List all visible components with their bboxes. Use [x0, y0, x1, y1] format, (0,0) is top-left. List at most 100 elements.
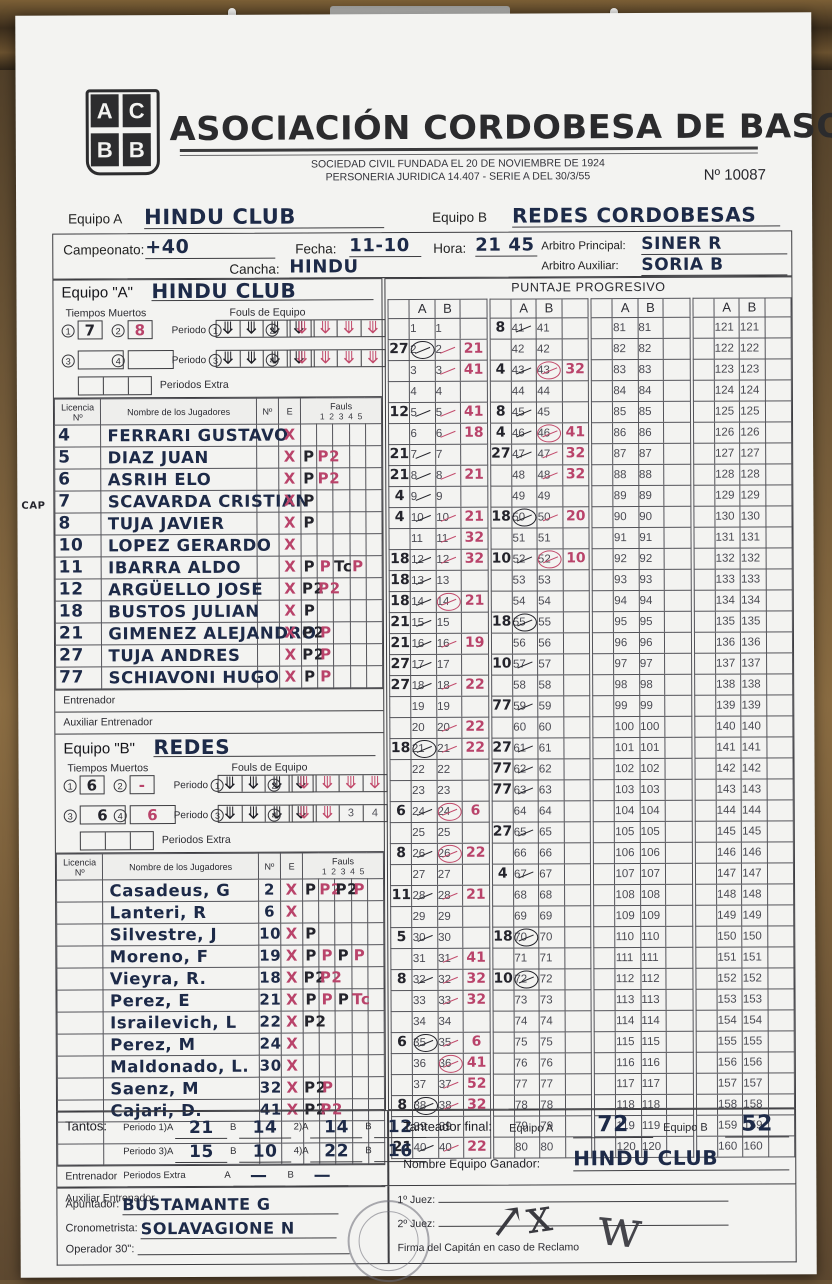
player-foul-b-2-5[interactable]: [367, 923, 383, 945]
score-mark-a-37[interactable]: [392, 1075, 414, 1095]
score-number-b-98[interactable]: 98: [640, 675, 665, 695]
score-number-a-22[interactable]: 22: [412, 760, 437, 780]
player-licencia-b-0[interactable]: [57, 880, 104, 902]
score-mark-b-27[interactable]: [463, 865, 488, 885]
score-number-b-65[interactable]: 65: [539, 822, 564, 842]
score-mark-b-101[interactable]: [666, 738, 691, 758]
player-foul-b-7-2[interactable]: [320, 1033, 336, 1055]
player-foul-b-1-2[interactable]: [319, 901, 335, 923]
score-mark-b-69[interactable]: [565, 906, 590, 926]
score-number-a-97[interactable]: 97: [614, 654, 639, 674]
score-mark-b-130[interactable]: [766, 506, 791, 526]
arbitro-auxiliar-value[interactable]: SORIA B: [641, 254, 787, 276]
player-foul-a-6-4[interactable]: P: [350, 556, 366, 578]
score-mark-a-23[interactable]: [391, 781, 413, 801]
score-number-b-151[interactable]: 151: [743, 947, 768, 967]
periodo3-b-value[interactable]: 10: [239, 1142, 291, 1163]
score-mark-b-135[interactable]: [766, 611, 791, 631]
score-number-b-157[interactable]: 157: [743, 1073, 768, 1093]
player-entry-a-7[interactable]: X: [279, 578, 301, 600]
player-foul-b-3-1[interactable]: P: [303, 945, 319, 967]
score-mark-a-148[interactable]: [696, 885, 718, 905]
player-foul-b-8-3[interactable]: [336, 1055, 352, 1077]
score-number-a-46[interactable]: 46: [512, 423, 537, 443]
score-mark-a-16[interactable]: 21: [390, 634, 412, 654]
score-number-a-20[interactable]: 20: [412, 718, 437, 738]
score-number-a-91[interactable]: 91: [614, 528, 639, 548]
player-foul-b-3-4[interactable]: P: [351, 945, 367, 967]
score-mark-b-142[interactable]: [767, 758, 792, 778]
score-mark-a-113[interactable]: [595, 990, 617, 1010]
player-foul-b-4-5[interactable]: [368, 967, 384, 989]
score-mark-a-32[interactable]: 8: [391, 970, 413, 990]
arbitro-principal-value[interactable]: SINER R: [641, 233, 787, 255]
score-number-b-25[interactable]: 25: [438, 823, 463, 843]
player-foul-a-0-3[interactable]: [333, 424, 349, 446]
score-number-a-63[interactable]: 63: [514, 780, 539, 800]
score-mark-b-23[interactable]: [463, 781, 488, 801]
score-number-b-143[interactable]: 143: [742, 779, 767, 799]
score-number-a-3[interactable]: 3: [410, 361, 435, 381]
extra-b-value[interactable]: —: [296, 1165, 348, 1186]
score-mark-b-32[interactable]: 32: [464, 970, 489, 990]
campeonato-value[interactable]: +40: [145, 236, 275, 260]
player-entry-a-8[interactable]: X: [279, 600, 301, 622]
score-number-a-6[interactable]: 6: [410, 424, 435, 444]
score-mark-b-42[interactable]: [562, 339, 587, 359]
score-number-b-136[interactable]: 136: [741, 632, 766, 652]
winner-value[interactable]: HINDU CLUB: [573, 1145, 789, 1171]
player-foul-b-8-2[interactable]: [320, 1055, 336, 1077]
player-foul-a-3-3[interactable]: [333, 490, 349, 512]
score-number-b-5[interactable]: 5: [436, 403, 461, 423]
score-mark-a-91[interactable]: [592, 528, 614, 548]
score-number-b-58[interactable]: 58: [538, 675, 563, 695]
score-mark-a-7[interactable]: 21: [389, 445, 411, 465]
score-mark-a-130[interactable]: [694, 507, 716, 527]
score-mark-b-105[interactable]: [666, 822, 691, 842]
player-foul-a-5-2[interactable]: [317, 534, 333, 556]
score-number-a-127[interactable]: 127: [715, 444, 740, 464]
score-mark-a-142[interactable]: [695, 759, 717, 779]
score-number-a-52[interactable]: 52: [513, 549, 538, 569]
score-mark-a-105[interactable]: [594, 822, 616, 842]
score-number-a-62[interactable]: 62: [513, 759, 538, 779]
score-number-a-104[interactable]: 104: [615, 801, 640, 821]
score-number-a-10[interactable]: 10: [411, 508, 436, 528]
score-number-a-143[interactable]: 143: [717, 780, 742, 800]
score-mark-a-46[interactable]: 4: [491, 424, 513, 444]
score-number-a-107[interactable]: 107: [615, 864, 640, 884]
score-number-a-111[interactable]: 111: [616, 948, 641, 968]
score-number-a-141[interactable]: 141: [716, 738, 741, 758]
score-number-b-87[interactable]: 87: [639, 444, 664, 464]
score-mark-a-24[interactable]: 6: [391, 802, 413, 822]
player-foul-b-8-5[interactable]: [368, 1055, 384, 1077]
score-mark-b-85[interactable]: [664, 402, 689, 422]
score-number-b-88[interactable]: 88: [639, 465, 664, 485]
score-mark-a-41[interactable]: 8: [490, 319, 512, 339]
extra-a-value[interactable]: —: [233, 1166, 285, 1187]
score-mark-a-85[interactable]: [592, 402, 614, 422]
score-mark-a-112[interactable]: [594, 969, 616, 989]
periodos-extra-boxes-a[interactable]: [78, 376, 152, 395]
score-number-b-62[interactable]: 62: [539, 759, 564, 779]
score-mark-a-141[interactable]: [695, 738, 717, 758]
player-foul-a-5-4[interactable]: [350, 534, 366, 556]
player-foul-a-1-1[interactable]: P: [301, 446, 317, 468]
score-mark-a-6[interactable]: [389, 424, 411, 444]
